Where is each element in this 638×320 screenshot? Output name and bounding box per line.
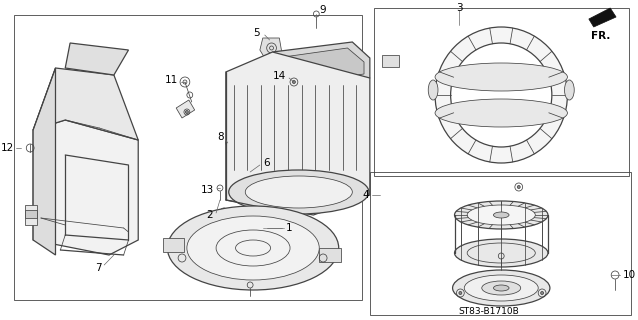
Text: 4: 4 bbox=[362, 190, 369, 200]
Polygon shape bbox=[274, 48, 364, 84]
Ellipse shape bbox=[435, 63, 567, 91]
Bar bbox=[234, 153, 265, 191]
Polygon shape bbox=[270, 42, 370, 88]
Bar bbox=[374, 8, 628, 176]
Polygon shape bbox=[226, 52, 370, 215]
Ellipse shape bbox=[459, 292, 462, 294]
Ellipse shape bbox=[223, 211, 225, 213]
Text: 3: 3 bbox=[456, 3, 463, 13]
Text: 5: 5 bbox=[253, 28, 260, 38]
Bar bbox=[13, 15, 362, 300]
Polygon shape bbox=[589, 8, 616, 27]
Ellipse shape bbox=[464, 275, 538, 301]
Ellipse shape bbox=[435, 27, 567, 163]
Ellipse shape bbox=[467, 205, 535, 225]
Bar bbox=[370, 172, 631, 315]
Text: 12: 12 bbox=[1, 143, 13, 153]
Ellipse shape bbox=[229, 170, 369, 214]
Ellipse shape bbox=[167, 206, 339, 290]
Ellipse shape bbox=[187, 216, 319, 280]
Bar bbox=[26, 210, 37, 218]
Polygon shape bbox=[65, 43, 128, 75]
Ellipse shape bbox=[228, 141, 231, 145]
Ellipse shape bbox=[245, 176, 352, 208]
Polygon shape bbox=[176, 100, 195, 118]
Bar bbox=[319, 248, 341, 262]
Text: 6: 6 bbox=[263, 158, 269, 168]
Text: 8: 8 bbox=[218, 132, 224, 142]
Polygon shape bbox=[33, 68, 56, 255]
Ellipse shape bbox=[292, 81, 295, 84]
Text: 2: 2 bbox=[207, 210, 213, 220]
Text: 13: 13 bbox=[201, 185, 214, 195]
Polygon shape bbox=[260, 38, 282, 58]
Ellipse shape bbox=[493, 212, 509, 218]
Ellipse shape bbox=[517, 186, 520, 188]
Ellipse shape bbox=[186, 110, 188, 114]
Ellipse shape bbox=[493, 285, 509, 291]
Text: 14: 14 bbox=[273, 71, 286, 81]
Text: 7: 7 bbox=[96, 263, 102, 273]
Bar bbox=[163, 238, 184, 252]
Ellipse shape bbox=[454, 239, 548, 267]
Bar bbox=[382, 55, 399, 67]
Bar bbox=[26, 205, 37, 225]
Text: ST83-B1710B: ST83-B1710B bbox=[458, 308, 519, 316]
Polygon shape bbox=[33, 68, 138, 140]
Ellipse shape bbox=[482, 281, 521, 295]
Bar bbox=[228, 157, 235, 169]
Text: 11: 11 bbox=[165, 75, 178, 85]
Ellipse shape bbox=[428, 80, 438, 100]
Ellipse shape bbox=[540, 292, 544, 294]
Text: 1: 1 bbox=[286, 223, 293, 233]
Text: FR.: FR. bbox=[591, 31, 610, 41]
Text: 10: 10 bbox=[623, 270, 636, 280]
Ellipse shape bbox=[454, 201, 548, 229]
Ellipse shape bbox=[435, 99, 567, 127]
Text: 9: 9 bbox=[319, 5, 326, 15]
Ellipse shape bbox=[452, 270, 550, 306]
Ellipse shape bbox=[565, 80, 574, 100]
Ellipse shape bbox=[450, 43, 552, 147]
Polygon shape bbox=[33, 120, 138, 255]
